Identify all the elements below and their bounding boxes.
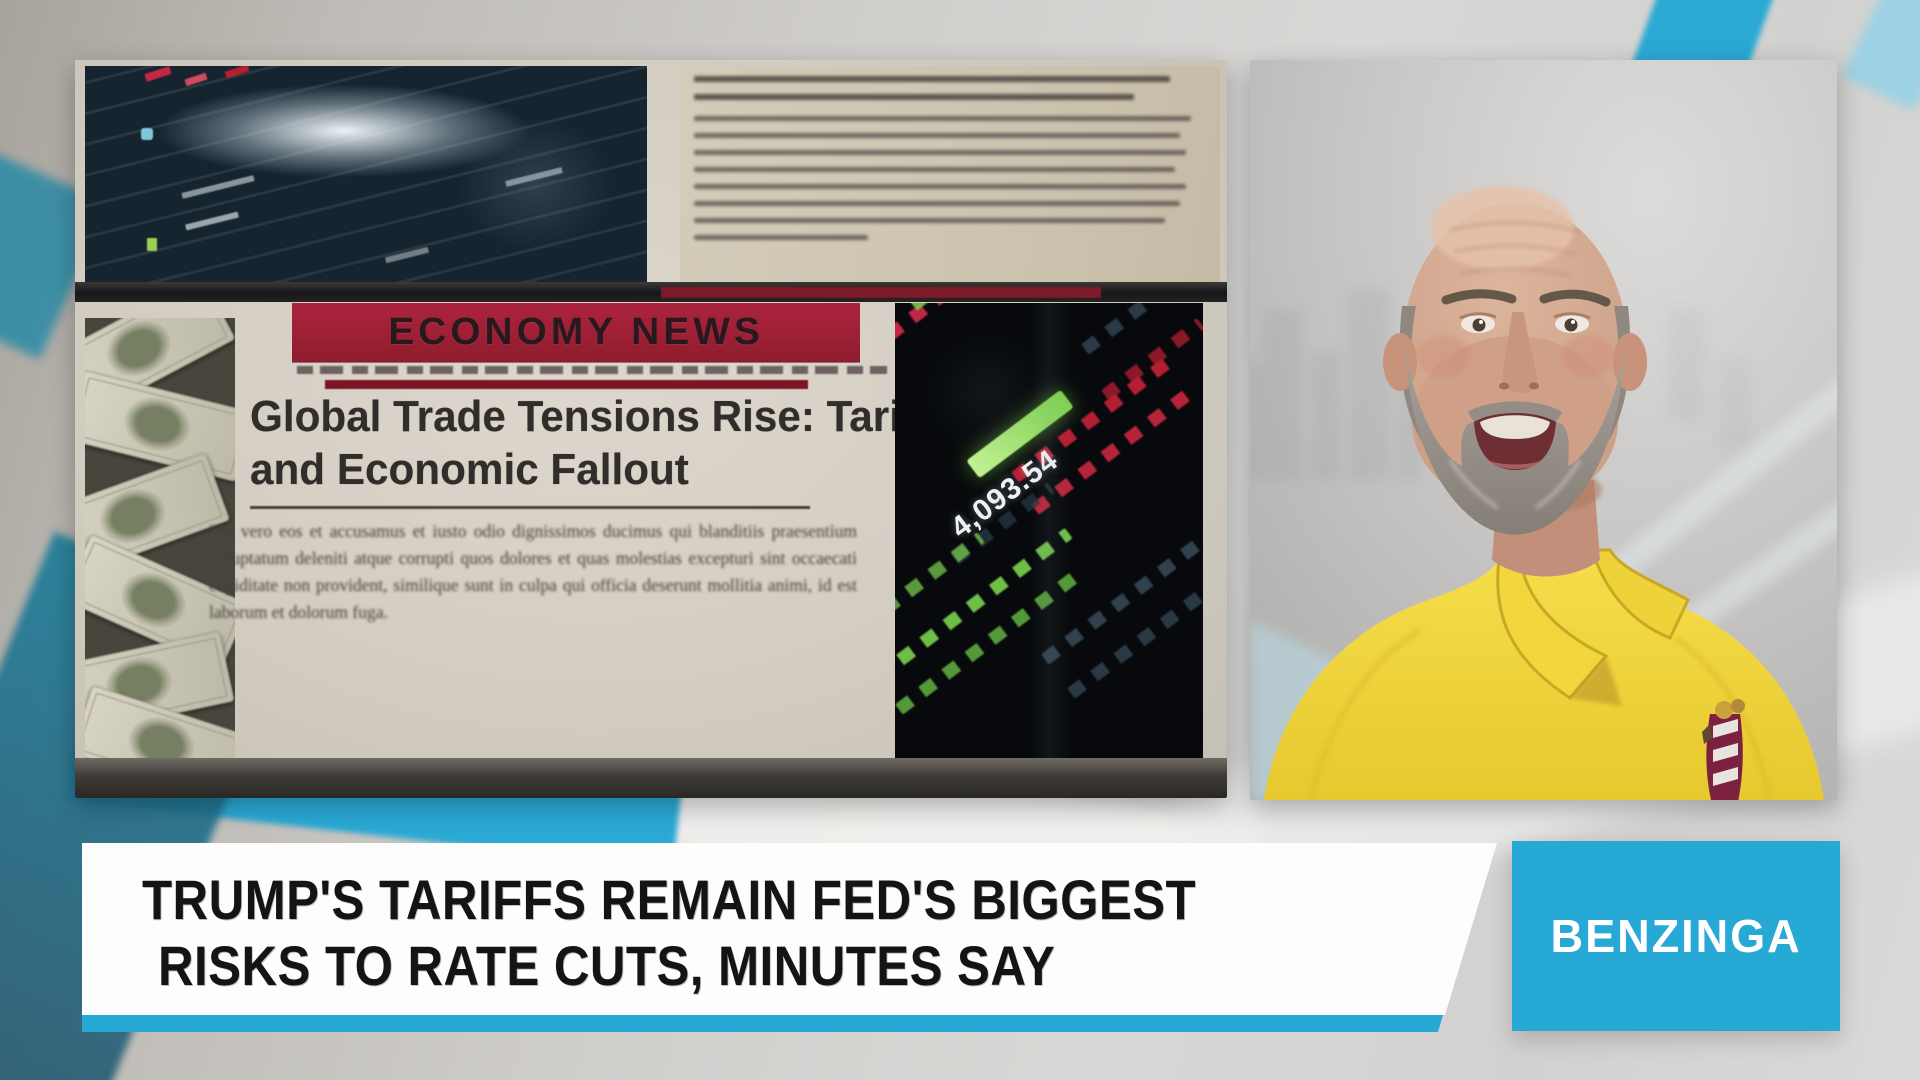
blurred-text-line: [694, 167, 1176, 172]
terminal-text-blur: [384, 246, 430, 264]
trading-terminal-photo: [85, 66, 647, 282]
chart-price-label: 4,093.54: [944, 443, 1065, 545]
newspaper-divider-red-strip: [661, 287, 1101, 298]
dollar-bills-photo: [85, 318, 235, 758]
presenter-video-panel: [1250, 60, 1837, 800]
lower-third-headline-line1: TRUMP'S TARIFFS REMAIN FED'S BIGGEST: [142, 868, 1197, 931]
lower-lip: [1488, 460, 1542, 469]
eyes: [1459, 312, 1591, 333]
section-label: ECONOMY NEWS: [388, 311, 764, 353]
terminal-text-blur: [505, 167, 563, 187]
blurred-text-line: [694, 201, 1181, 206]
candle-row-gray: [1041, 539, 1201, 665]
benzinga-logo-text: BENZINGA: [1550, 910, 1802, 962]
nose: [1502, 312, 1538, 393]
presenter-photo: [1250, 60, 1837, 800]
terminal-text-blur: [185, 211, 239, 231]
newspaper-headline-line2: and Economic Fallout: [250, 445, 689, 494]
blurred-text-line: [694, 133, 1181, 138]
candle-row-red: [1011, 351, 1179, 483]
candle-row-green: [895, 532, 985, 615]
blurred-dateline: [297, 366, 887, 374]
terminal-text-blur: [181, 175, 255, 199]
cheek-left: [1417, 335, 1471, 377]
red-rule: [325, 380, 808, 389]
blurred-text-line: [694, 150, 1186, 155]
forehead-creases: [1449, 221, 1581, 278]
headline-underline: [250, 506, 810, 509]
blurred-text-line: [694, 235, 869, 240]
eyebrows: [1441, 289, 1611, 307]
section-banner: ECONOMY NEWS: [292, 303, 860, 362]
candle-row-gray: [1067, 579, 1203, 699]
newspaper-bottom-band: [75, 758, 1227, 798]
upper-teeth: [1480, 415, 1550, 439]
candle-row-red: [1101, 318, 1203, 401]
benzinga-logo-box: BENZINGA: [1512, 841, 1840, 1031]
shirt-crest-logo: [1702, 699, 1745, 800]
newspaper-body-text: "At vero eos et accusamus et iusto odio …: [209, 521, 857, 622]
blurred-text-line: [694, 218, 1166, 223]
cheek-right: [1561, 335, 1615, 377]
newspaper-divider-band: [75, 282, 1227, 302]
newsprint-column-photo: [680, 66, 1220, 282]
presenter-head: [1383, 186, 1647, 577]
terminal-dot: [147, 238, 157, 251]
candle-row-green: [909, 303, 989, 311]
candle-mark: [144, 66, 172, 82]
lower-third-headline-line2: RISKS TO RATE CUTS, MINUTES SAY: [158, 934, 1056, 997]
lower-third-banner: TRUMP'S TARIFFS REMAIN FED'S BIGGEST RIS…: [82, 843, 1497, 1015]
city-skyline-backdrop: [1250, 288, 1750, 480]
dollar-bill: [85, 370, 235, 482]
candle-mark: [224, 66, 250, 79]
background-stripe: [1841, 0, 1920, 111]
blurred-text-line: [694, 116, 1191, 121]
newspaper-headline-line1: Global Trade Tensions Rise: Tariffs: [250, 392, 953, 441]
candle-row-green: [895, 565, 1087, 715]
candle-row-red: [895, 303, 989, 341]
blurred-text-line: [694, 94, 1135, 100]
presenter-shirt: [1264, 548, 1824, 800]
lower-third-accent-bar: [82, 1015, 1443, 1032]
blurred-text-line: [694, 184, 1186, 189]
highlight-candle-green: [966, 389, 1074, 479]
candle-mark: [184, 72, 208, 87]
candle-row-green: [895, 527, 1073, 683]
beard-highlights: [1448, 458, 1582, 510]
stock-chart-photo: 4,093.54: [895, 303, 1203, 758]
candle-row-gray: [1081, 303, 1177, 355]
news-graphic-panel: ECONOMY NEWS Global Trade Tensions Rise:…: [75, 60, 1227, 798]
candle-row-gray: [951, 482, 1055, 565]
candle-row-red: [1031, 389, 1191, 515]
lower-third-headline: TRUMP'S TARIFFS REMAIN FED'S BIGGEST RIS…: [142, 867, 1340, 999]
blurred-text-line: [694, 76, 1171, 82]
terminal-dot: [141, 128, 153, 140]
newspaper-headline: Global Trade Tensions Rise: Tariffs and …: [250, 390, 982, 496]
